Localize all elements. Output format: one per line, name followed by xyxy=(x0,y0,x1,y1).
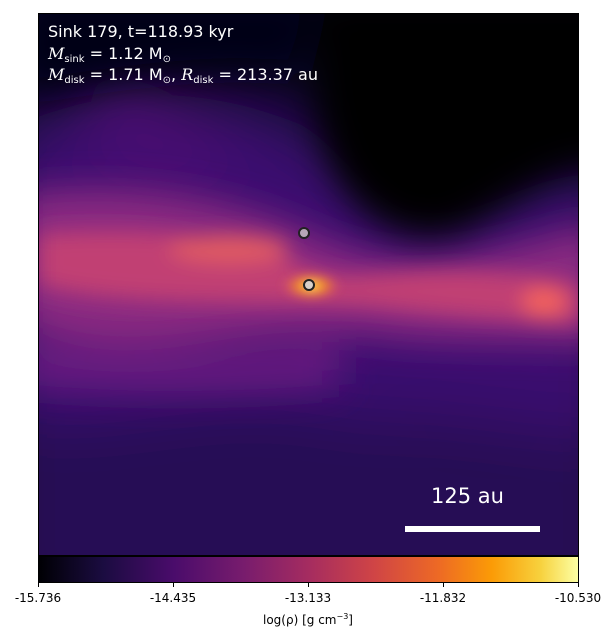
colorbar-label: log(ρ) [g cm−3] xyxy=(263,612,353,627)
colorbar-tick xyxy=(578,583,579,587)
colorbar xyxy=(38,556,579,583)
density-image xyxy=(39,14,578,555)
colorbar-tick-label: -15.736 xyxy=(14,591,62,605)
colorbar-tick xyxy=(173,583,174,587)
annotation-disk: Mdisk = 1.71 M⊙, Rdisk = 213.37 au xyxy=(48,65,318,86)
scale-bar xyxy=(405,526,540,532)
annotation-sink-mass: Msink = 1.12 M⊙ xyxy=(48,44,171,65)
sink-upper-marker xyxy=(298,227,310,239)
sink-central-marker xyxy=(303,279,315,291)
colorbar-tick xyxy=(443,583,444,587)
density-map: Sink 179, t=118.93 kyr Msink = 1.12 M⊙ M… xyxy=(38,13,579,556)
colorbar-tick xyxy=(38,583,39,587)
colorbar-tick-label: -10.530 xyxy=(554,591,602,605)
colorbar-tick-label: -11.832 xyxy=(419,591,467,605)
scale-bar-label: 125 au xyxy=(431,484,504,508)
colorbar-tick-label: -14.435 xyxy=(149,591,197,605)
colorbar-tick xyxy=(308,583,309,587)
colorbar-tick-label: -13.133 xyxy=(284,591,332,605)
annotation-title: Sink 179, t=118.93 kyr xyxy=(48,22,234,41)
